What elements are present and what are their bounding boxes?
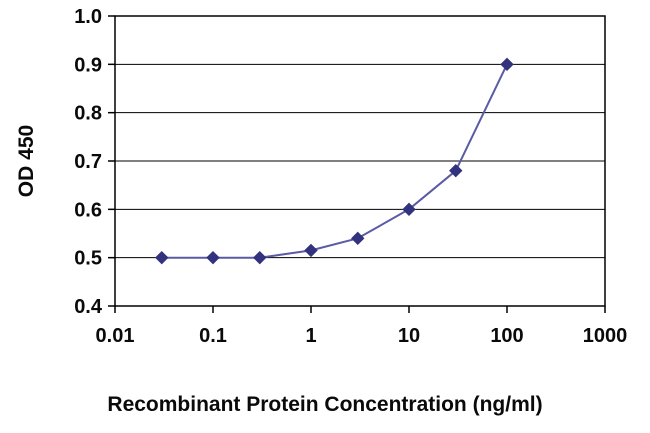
x-tick-label: 0.01	[96, 325, 135, 347]
x-tick-label: 1	[305, 325, 316, 347]
data-point-marker	[206, 250, 220, 265]
data-point-marker	[449, 163, 463, 178]
data-point-marker	[304, 243, 318, 258]
y-tick-label: 0.5	[74, 248, 102, 270]
series-line	[161, 63, 508, 259]
data-point-marker	[402, 202, 416, 217]
y-axis-title: OD 450	[15, 124, 38, 198]
x-tick-label: 10	[398, 325, 420, 347]
y-tick-label: 0.8	[74, 103, 102, 125]
data-point-marker	[500, 57, 514, 72]
data-point-marker	[253, 250, 267, 265]
x-axis-title: Recombinant Protein Concentration (ng/ml…	[107, 393, 543, 416]
y-tick-label: 1.0	[74, 6, 102, 28]
y-tick-label: 0.4	[74, 296, 103, 318]
data-point-marker	[351, 231, 365, 246]
y-tick-label: 0.9	[74, 54, 102, 76]
x-tick-label: 1000	[583, 325, 628, 347]
data-point-marker	[155, 250, 169, 265]
y-tick-label: 0.6	[74, 199, 102, 221]
y-tick-label: 0.7	[74, 151, 102, 173]
x-tick-label: 0.1	[199, 325, 227, 347]
x-tick-label: 100	[490, 325, 523, 347]
